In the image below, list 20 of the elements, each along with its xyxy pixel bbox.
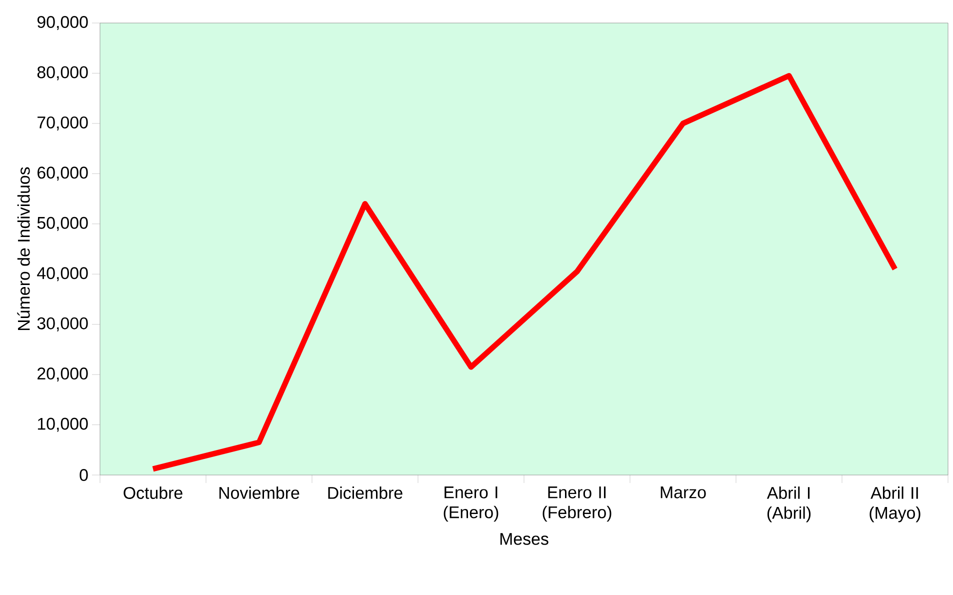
x-tick-label: Enero I (Enero): [444, 486, 498, 522]
y-tick-label: 40,000: [37, 267, 88, 282]
x-tick-label: Octubre: [124, 486, 182, 499]
x-tick-label: Noviembre: [219, 486, 300, 499]
x-axis-title: Meses: [500, 533, 548, 545]
y-tick-label: 10,000: [38, 418, 88, 432]
x-tick-label: Enero II (Febrero): [542, 486, 612, 522]
y-tick-label: 90,000: [37, 16, 88, 30]
x-tick-label: Marzo: [660, 486, 706, 498]
x-tick-label: Abril II (Mayo): [870, 486, 920, 522]
x-tick-label: Diciembre: [328, 486, 402, 499]
y-tick-label: 50,000: [37, 216, 88, 231]
y-tick-label: 80,000: [37, 66, 88, 80]
x-tick-label: Abril I (Abril): [766, 486, 811, 522]
y-tick-label: 60,000: [38, 166, 88, 181]
y-tick-label: 70,000: [38, 116, 88, 130]
y-tick-label: 30,000: [37, 317, 88, 332]
y-tick-label: 0: [80, 469, 88, 481]
y-tick-label: 20,000: [38, 368, 88, 382]
y-axis-title: Número de Individuos: [17, 167, 30, 330]
